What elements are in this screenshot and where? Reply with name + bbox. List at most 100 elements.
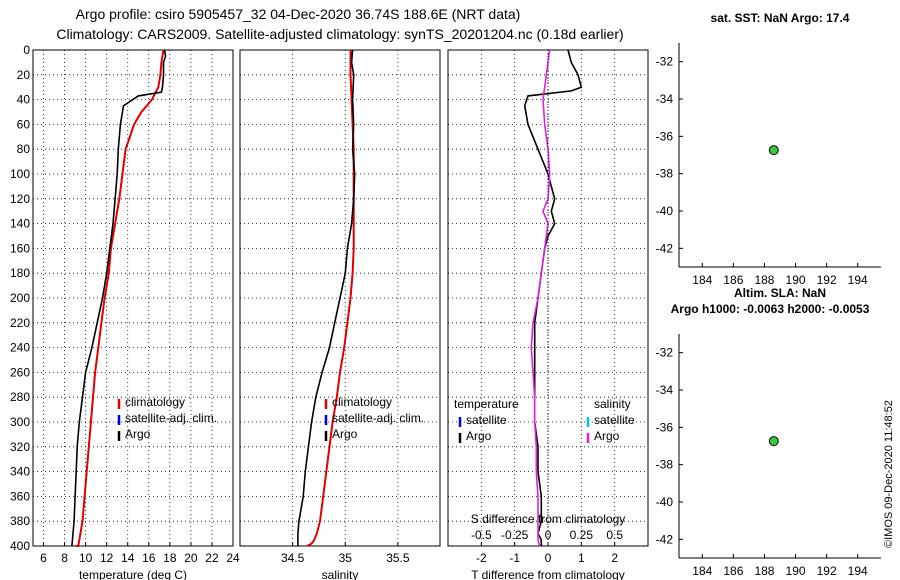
x-tick-label: 0 <box>545 551 552 565</box>
y-tick-label: 360 <box>10 489 30 503</box>
y-tick-label: 340 <box>10 465 30 479</box>
map-y-tick-label: -32 <box>656 55 674 69</box>
map-x-tick-label: 194 <box>848 273 868 287</box>
x-tick-label: 24 <box>226 551 240 565</box>
imos-watermark: ©IMOS 09-Dec-2020 11:48:52 <box>883 400 895 548</box>
y-tick-label: 40 <box>17 93 31 107</box>
x-tick-label: 6 <box>40 551 47 565</box>
map-y-tick-label: -42 <box>656 532 674 546</box>
y-tick-label: 260 <box>10 365 30 379</box>
x-tick-label: 35.5 <box>386 551 410 565</box>
y-tick-label: 180 <box>10 266 30 280</box>
map-y-tick-label: -32 <box>656 346 674 360</box>
series-argo <box>297 49 356 546</box>
map-x-tick-label: 190 <box>786 273 806 287</box>
y-tick-label: 120 <box>10 192 30 206</box>
series-climatology <box>76 49 165 547</box>
x-axis-label: temperature (deg C) <box>79 568 187 580</box>
difference-panel: -2 -1 0 1 2 T difference from climatology S di… <box>447 49 649 580</box>
legend-label: climatology <box>125 395 185 409</box>
x-tick-label: 34.5 <box>281 551 305 565</box>
top-tick-label: 0.25 <box>570 528 594 542</box>
x-tick-label: 16 <box>142 551 156 565</box>
map-y-tick-label: -36 <box>656 420 674 434</box>
top-tick-label: 0 <box>545 528 552 542</box>
map-x-tick-label: 186 <box>723 564 743 578</box>
map-subtitle: Argo h1000: -0.0063 h2000: -0.0053 <box>671 302 870 316</box>
legend-label: satellite-adj. clim. <box>332 411 424 425</box>
x-tick-label: 8 <box>61 551 68 565</box>
legend-label: climatology <box>332 395 392 409</box>
map-x-tick-label: 194 <box>848 564 868 578</box>
y-tick-label: 140 <box>10 217 30 231</box>
top-axis-label: S difference from climatology <box>471 512 626 526</box>
map-y-tick-label: -34 <box>656 92 674 106</box>
y-tick-label: 300 <box>10 415 30 429</box>
sla-map-panel: Altim. SLA: NaN Argo h1000: -0.0063 h2000… <box>656 286 881 578</box>
legend-label: Argo <box>594 429 620 443</box>
x-axis-label: T difference from climatology <box>471 568 625 580</box>
y-tick-label: 400 <box>10 539 30 553</box>
legend-label: satellite <box>594 413 635 427</box>
x-tick-label: 18 <box>163 551 177 565</box>
map-x-tick-label: 192 <box>817 273 837 287</box>
map-y-tick-label: -40 <box>656 204 674 218</box>
y-tick-label: 100 <box>10 167 30 181</box>
map-title: sat. SST: NaN Argo: 17.4 <box>711 11 850 25</box>
x-axis-label: salinity <box>322 568 359 580</box>
series-s-argo <box>530 49 551 547</box>
top-tick-label: -0.25 <box>501 528 529 542</box>
x-tick-label: 14 <box>121 551 135 565</box>
y-tick-label: 240 <box>10 341 30 355</box>
title-line-2: Climatology: CARS2009. Satellite-adjuste… <box>56 26 623 42</box>
x-tick-label: 20 <box>184 551 198 565</box>
sst-map-panel: sat. SST: NaN Argo: 17.4 -32 -34 -36 -38 -40 -… <box>656 11 881 287</box>
y-tick-label: 380 <box>10 514 30 528</box>
x-tick-label: 10 <box>79 551 93 565</box>
y-tick-label: 280 <box>10 390 30 404</box>
map-x-tick-label: 190 <box>786 564 806 578</box>
map-y-tick-label: -36 <box>656 129 674 143</box>
legend-title-temperature: temperature <box>454 397 519 411</box>
y-tick-label: 220 <box>10 316 30 330</box>
map-x-tick-label: 184 <box>692 273 712 287</box>
title-line-1: Argo profile: csiro 5905457_32 04-Dec-20… <box>76 6 521 22</box>
x-tick-label: 1 <box>578 551 585 565</box>
map-y-tick-label: -34 <box>656 383 674 397</box>
legend-label: Argo <box>466 429 492 443</box>
legend-label: satellite <box>466 413 507 427</box>
y-tick-label: 160 <box>10 241 30 255</box>
legend-label: Argo <box>125 427 151 441</box>
x-tick-label: 12 <box>100 551 114 565</box>
profile-location-marker <box>768 436 779 447</box>
y-tick-label: 60 <box>17 117 31 131</box>
axes-frame <box>239 49 441 547</box>
salinity-panel: 34.5 35 35.5 salinity climatology satellite-a… <box>239 49 441 580</box>
y-tick-label: 320 <box>10 440 30 454</box>
y-tick-label: 80 <box>17 142 31 156</box>
map-x-tick-label: 184 <box>692 564 712 578</box>
legend-label: satellite-adj. clim. <box>125 411 217 425</box>
axes-frame <box>32 49 234 547</box>
y-tick-label: 20 <box>17 68 31 82</box>
map-x-tick-label: 186 <box>723 273 743 287</box>
x-tick-label: 2 <box>611 551 618 565</box>
top-tick-label: -0.5 <box>471 528 492 542</box>
map-x-tick-label: 192 <box>817 564 837 578</box>
series-argo <box>71 49 167 547</box>
map-x-tick-label: 188 <box>754 564 774 578</box>
series-climatology <box>306 50 355 547</box>
map-y-tick-label: -40 <box>656 495 674 509</box>
temperature-panel: 6 8 10 12 14 16 18 20 22 240 20 40 60 80 100 120 140 160 1… <box>10 43 240 580</box>
map-y-tick-label: -38 <box>656 458 674 472</box>
series-t-argo <box>523 49 583 546</box>
map-y-tick-label: -38 <box>656 167 674 181</box>
legend-label: Argo <box>332 427 358 441</box>
profile-location-marker <box>768 145 779 156</box>
x-tick-label: 22 <box>205 551 219 565</box>
x-tick-label: -1 <box>509 551 520 565</box>
map-y-tick-label: -42 <box>656 241 674 255</box>
x-tick-label: -2 <box>476 551 487 565</box>
map-x-tick-label: 188 <box>754 273 774 287</box>
